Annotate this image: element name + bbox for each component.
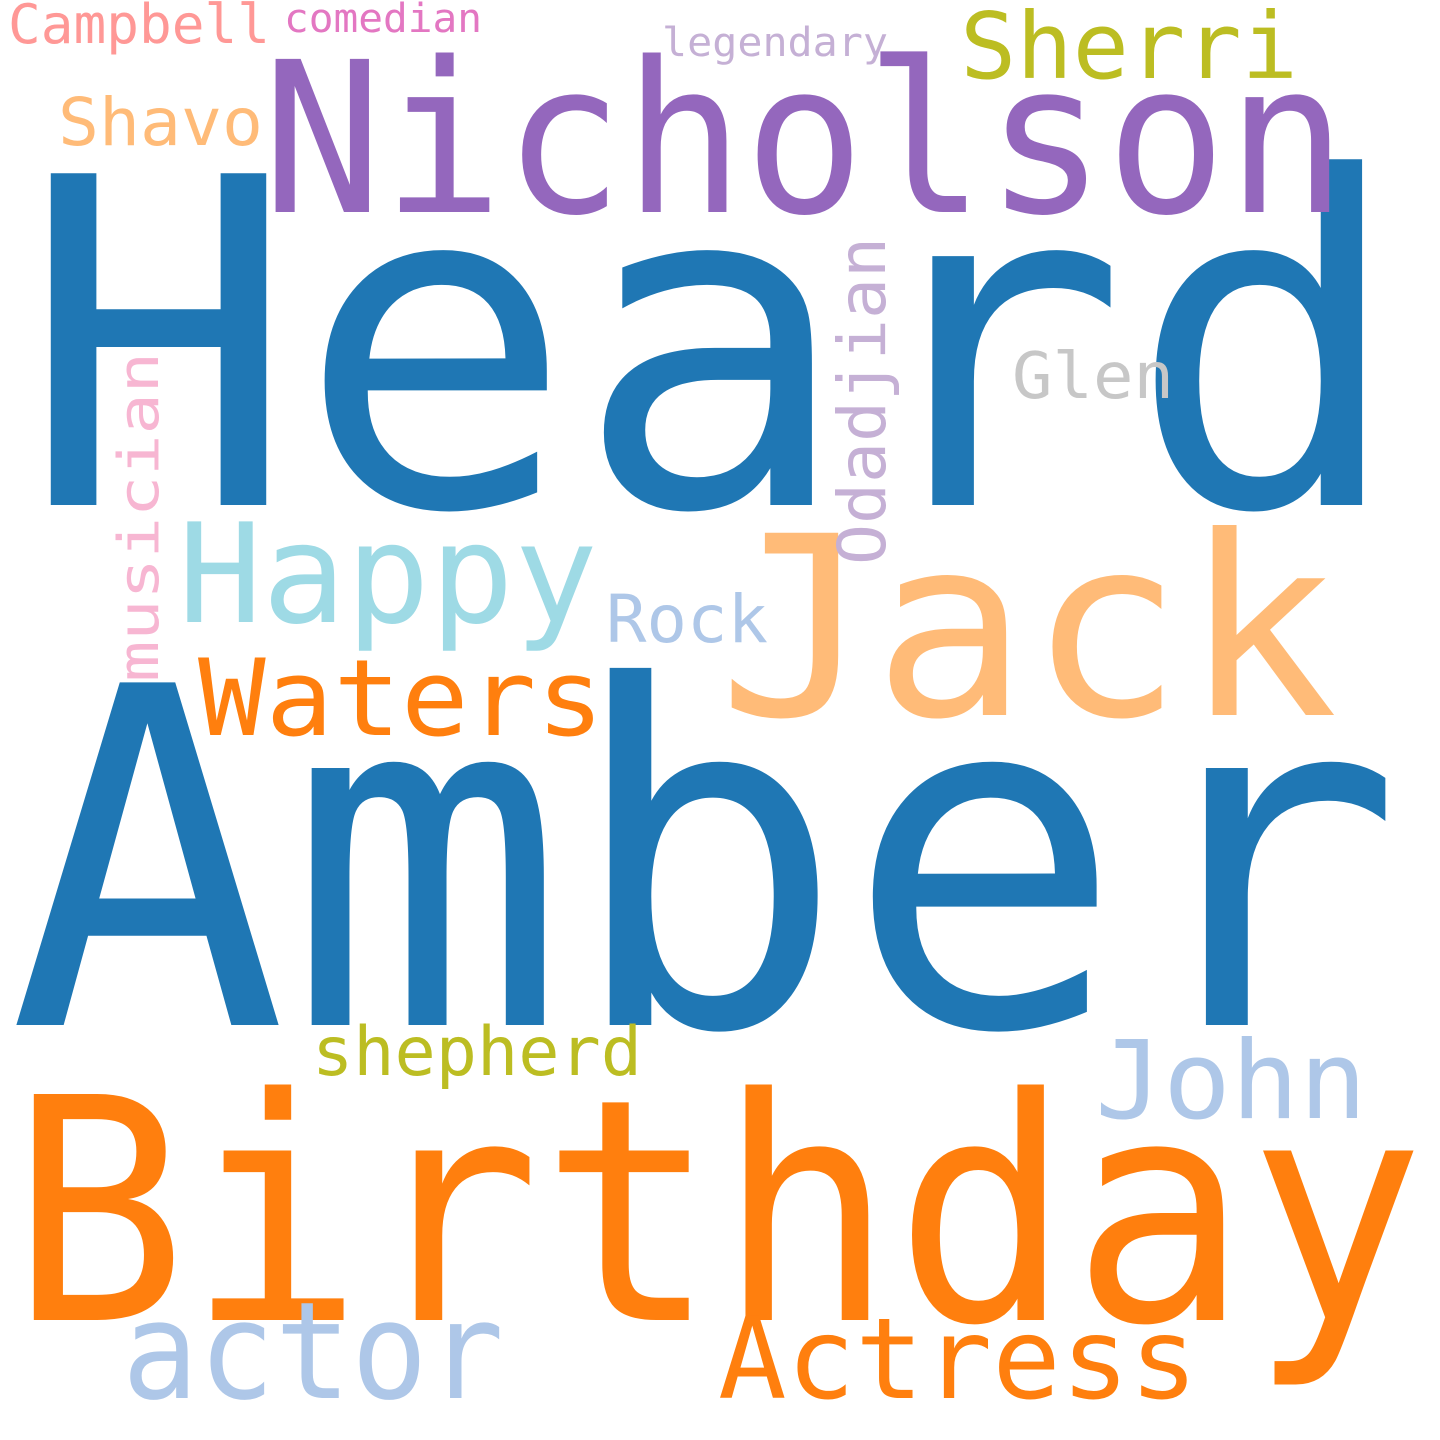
word-comedian: comedian: [284, 0, 482, 42]
word-odadjian: Odadjian: [824, 237, 901, 565]
word-heard: Heard: [20, 84, 1405, 613]
word-waters: Waters: [198, 637, 604, 760]
word-happy: Happy: [178, 494, 598, 655]
word-legendary: legendary: [662, 20, 888, 66]
word-glen: Glen: [1012, 340, 1174, 414]
word-birthday: Birthday: [10, 1033, 1425, 1394]
word-musician: musician: [107, 352, 172, 682]
word-nicholson: Nicholson: [262, 17, 1347, 262]
word-actress: Actress: [718, 1295, 1198, 1425]
word-rock: Rock: [606, 581, 768, 658]
word-john: John: [1095, 1019, 1367, 1144]
word-sherri: Sherri: [960, 0, 1298, 100]
word-amber: Amber: [8, 589, 1403, 1136]
word-actor: actor: [122, 1273, 504, 1430]
word-shepherd: shepherd: [312, 1013, 642, 1092]
word-campbell: Campbell: [8, 0, 270, 56]
word-shavo: Shavo: [58, 84, 263, 161]
word-jack: Jack: [718, 483, 1338, 774]
